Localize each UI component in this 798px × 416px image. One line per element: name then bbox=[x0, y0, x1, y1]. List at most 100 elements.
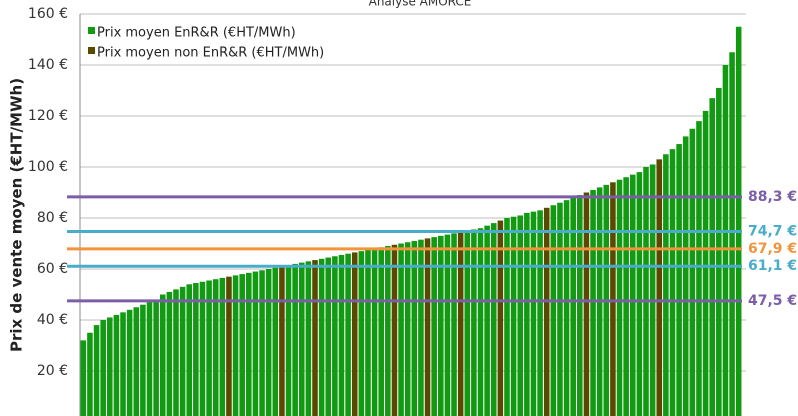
bar bbox=[404, 242, 411, 416]
reference-label: 74,7 € bbox=[748, 224, 797, 240]
bar bbox=[590, 189, 596, 416]
bar bbox=[186, 284, 193, 416]
bar bbox=[153, 299, 159, 416]
y-tick-label: 80 € bbox=[37, 210, 68, 226]
bar bbox=[457, 232, 464, 416]
bar bbox=[583, 192, 590, 416]
bar bbox=[285, 265, 292, 416]
legend-text: Prix moyen non EnR&R (€HT/MWh) bbox=[97, 46, 324, 61]
bar bbox=[524, 212, 530, 416]
bar bbox=[543, 207, 550, 416]
bar bbox=[226, 276, 232, 416]
bar bbox=[113, 314, 120, 416]
bar bbox=[179, 286, 186, 416]
bar bbox=[610, 182, 616, 416]
bar bbox=[490, 223, 497, 416]
bar bbox=[292, 263, 298, 416]
bar bbox=[378, 247, 384, 416]
bar bbox=[477, 228, 484, 416]
bar bbox=[219, 277, 226, 416]
bar bbox=[497, 220, 504, 416]
bar bbox=[517, 215, 524, 416]
bar bbox=[93, 325, 100, 416]
chart-title: Analyse AMORCE bbox=[369, 0, 472, 9]
bar bbox=[318, 258, 325, 416]
bar bbox=[563, 200, 570, 416]
bar bbox=[643, 167, 649, 416]
bar bbox=[570, 197, 576, 416]
bar bbox=[365, 249, 371, 416]
legend-text: Prix moyen EnR&R (€HT/MWh) bbox=[97, 26, 296, 41]
bar bbox=[649, 164, 656, 416]
bar bbox=[735, 26, 742, 416]
bar bbox=[431, 237, 437, 416]
bar bbox=[716, 87, 722, 416]
bar bbox=[696, 121, 702, 416]
reference-label: 61,1 € bbox=[748, 258, 797, 274]
legend-swatch bbox=[88, 47, 95, 54]
bar bbox=[305, 261, 312, 416]
bar bbox=[391, 244, 398, 416]
bar bbox=[140, 304, 146, 416]
bar bbox=[120, 312, 126, 416]
bar bbox=[159, 294, 166, 416]
bar bbox=[530, 211, 537, 416]
bar bbox=[107, 317, 113, 416]
bar bbox=[358, 251, 365, 416]
bar bbox=[126, 309, 133, 416]
bar bbox=[689, 128, 696, 416]
bar bbox=[729, 52, 735, 416]
bar bbox=[193, 283, 199, 416]
y-tick-label: 60 € bbox=[37, 261, 68, 277]
bar bbox=[259, 270, 265, 416]
bar bbox=[471, 229, 477, 416]
bar bbox=[676, 144, 682, 416]
bar bbox=[133, 307, 140, 416]
bar bbox=[100, 320, 106, 416]
bar bbox=[338, 254, 345, 416]
bar bbox=[510, 216, 517, 416]
bar bbox=[279, 266, 285, 416]
bar bbox=[451, 233, 457, 416]
bar bbox=[239, 274, 245, 416]
bar bbox=[246, 272, 252, 416]
y-tick-label: 160 € bbox=[28, 6, 68, 22]
y-tick-label: 120 € bbox=[28, 108, 68, 124]
bar bbox=[722, 65, 729, 416]
bar bbox=[212, 279, 219, 416]
bar bbox=[325, 257, 332, 416]
bar bbox=[332, 256, 338, 416]
bar bbox=[265, 269, 272, 416]
bar bbox=[557, 202, 563, 416]
bar bbox=[385, 246, 391, 416]
bar bbox=[616, 179, 623, 416]
bar bbox=[682, 136, 689, 416]
bar bbox=[166, 291, 173, 416]
bar bbox=[173, 289, 179, 416]
bar bbox=[504, 218, 510, 416]
y-tick-label: 100 € bbox=[28, 159, 68, 175]
reference-label: 47,5 € bbox=[748, 293, 797, 309]
bar bbox=[272, 267, 279, 416]
bar bbox=[371, 248, 378, 416]
bar bbox=[623, 177, 629, 416]
bar bbox=[702, 110, 709, 416]
bar bbox=[709, 98, 715, 416]
bar bbox=[411, 240, 418, 416]
bar bbox=[312, 260, 318, 416]
bar bbox=[444, 234, 451, 416]
bar bbox=[550, 205, 557, 416]
bar bbox=[669, 149, 676, 416]
bar bbox=[298, 262, 305, 416]
y-tick-label: 40 € bbox=[37, 312, 68, 328]
bar bbox=[351, 252, 358, 416]
bar bbox=[206, 280, 212, 416]
bar bbox=[424, 238, 431, 416]
bar bbox=[252, 271, 259, 416]
bar bbox=[146, 302, 153, 416]
bar bbox=[438, 235, 444, 416]
bar bbox=[537, 210, 543, 416]
bar bbox=[663, 154, 669, 416]
